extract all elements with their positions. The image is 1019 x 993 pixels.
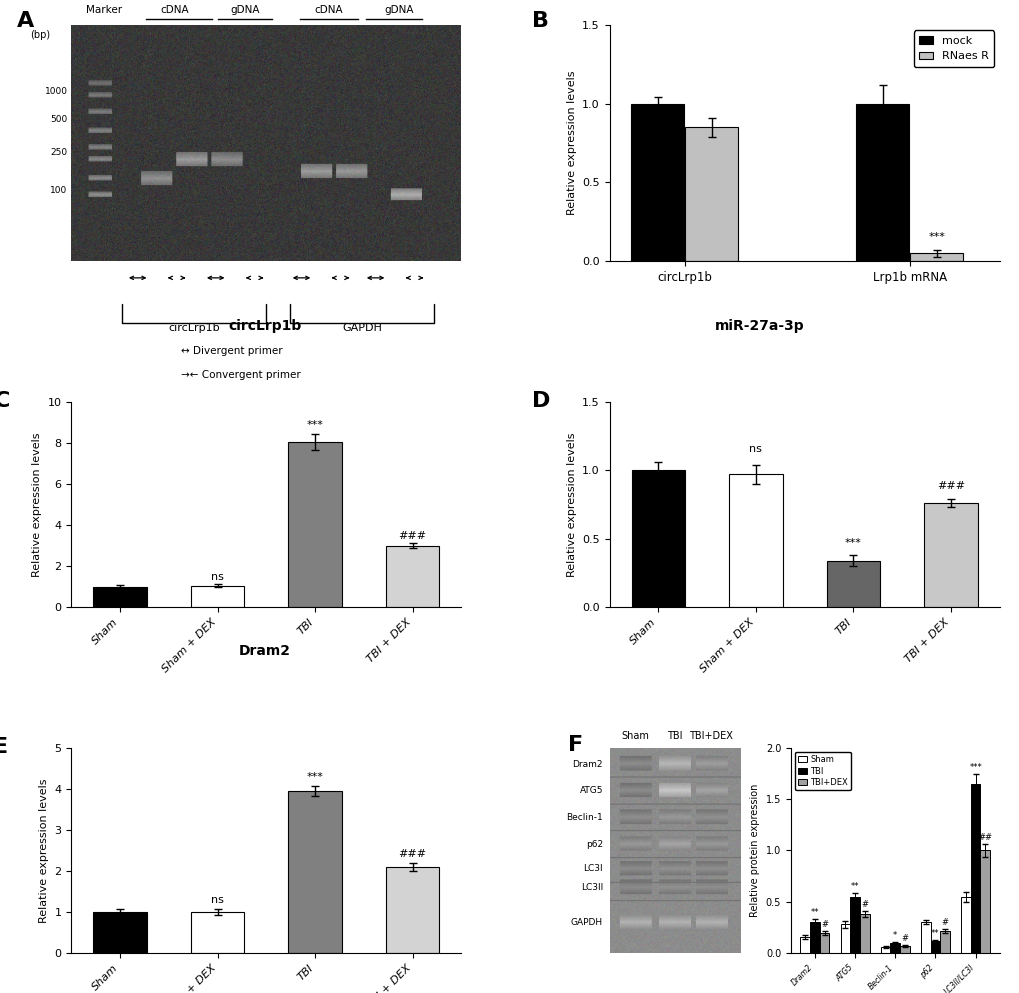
Bar <box>979 850 989 953</box>
Bar <box>191 586 245 608</box>
Text: →← Convergent primer: →← Convergent primer <box>180 370 300 380</box>
Text: 250: 250 <box>50 148 67 157</box>
Bar <box>800 936 809 953</box>
Text: gDNA: gDNA <box>230 5 260 15</box>
Text: #: # <box>901 934 908 943</box>
Text: LC3II: LC3II <box>580 883 602 892</box>
Bar <box>631 471 685 608</box>
Text: #: # <box>941 918 948 926</box>
Y-axis label: Relative expression levels: Relative expression levels <box>567 71 576 215</box>
Text: ***: *** <box>307 772 323 781</box>
Bar <box>960 897 970 953</box>
Text: circLrp1b: circLrp1b <box>228 319 302 333</box>
Text: 100: 100 <box>50 186 67 195</box>
Bar <box>729 475 782 608</box>
Bar <box>825 561 879 608</box>
Legend: Sham, TBI, TBI+DEX: Sham, TBI, TBI+DEX <box>794 752 850 790</box>
Bar <box>191 913 245 953</box>
Y-axis label: Relative protein expression: Relative protein expression <box>750 783 759 918</box>
Text: miR-27a-3p: miR-27a-3p <box>714 319 804 333</box>
Bar <box>94 587 147 608</box>
Text: TBI: TBI <box>666 732 682 742</box>
Text: cDNA: cDNA <box>314 5 342 15</box>
Bar <box>923 503 976 608</box>
Bar <box>288 442 341 608</box>
Text: ##: ## <box>977 833 991 842</box>
Text: *: * <box>893 930 897 940</box>
Bar <box>385 867 439 953</box>
Text: ###: ### <box>398 849 426 859</box>
Text: (bp): (bp) <box>31 30 50 40</box>
Bar <box>859 915 868 953</box>
Y-axis label: Relative expression levels: Relative expression levels <box>32 432 42 577</box>
Text: Dram2: Dram2 <box>572 760 602 769</box>
Bar <box>840 924 850 953</box>
Text: ***: *** <box>927 232 945 242</box>
Bar <box>631 103 683 261</box>
Bar <box>910 253 962 261</box>
Bar <box>385 545 439 608</box>
Bar <box>856 103 908 261</box>
Text: ATG5: ATG5 <box>579 786 602 795</box>
Text: #: # <box>860 900 867 909</box>
Text: A: A <box>16 11 34 31</box>
Text: GAPDH: GAPDH <box>571 918 602 926</box>
Text: gDNA: gDNA <box>384 5 414 15</box>
Text: Marker: Marker <box>87 5 122 15</box>
Text: LC3I: LC3I <box>583 865 602 874</box>
Text: #: # <box>820 920 827 928</box>
Text: F: F <box>568 735 583 756</box>
Bar <box>809 922 819 953</box>
Text: GAPDH: GAPDH <box>341 323 381 333</box>
Text: Dram2: Dram2 <box>239 644 290 658</box>
Text: ns: ns <box>749 444 761 454</box>
Text: ###: ### <box>398 531 426 541</box>
Text: ns: ns <box>211 572 224 582</box>
Bar <box>929 941 940 953</box>
Text: ***: *** <box>307 420 323 430</box>
Text: 500: 500 <box>50 115 67 124</box>
Text: ↔ Divergent primer: ↔ Divergent primer <box>180 347 282 356</box>
Text: ***: *** <box>844 538 861 548</box>
Bar <box>850 897 859 953</box>
Y-axis label: Relative expression levels: Relative expression levels <box>567 432 576 577</box>
Bar <box>920 922 929 953</box>
Text: circLrp1b: circLrp1b <box>168 323 220 333</box>
Text: p62: p62 <box>585 840 602 849</box>
Bar <box>819 932 828 953</box>
Text: E: E <box>0 738 8 758</box>
Bar <box>940 930 949 953</box>
Text: **: ** <box>930 928 938 937</box>
Text: ###: ### <box>935 481 964 491</box>
Bar <box>288 790 341 953</box>
Text: C: C <box>0 391 10 411</box>
Bar <box>94 913 147 953</box>
Bar <box>880 947 890 953</box>
Text: ***: *** <box>968 764 981 773</box>
Text: ns: ns <box>211 895 224 905</box>
Bar <box>890 943 899 953</box>
Bar <box>970 783 979 953</box>
Text: TBI+DEX: TBI+DEX <box>689 732 733 742</box>
Text: Sham: Sham <box>622 732 649 742</box>
Bar <box>899 946 909 953</box>
Legend: mock, RNaes R: mock, RNaes R <box>913 31 994 68</box>
Text: B: B <box>531 11 548 31</box>
Text: D: D <box>531 391 549 411</box>
Y-axis label: Relative expression levels: Relative expression levels <box>39 779 49 922</box>
Text: **: ** <box>850 882 858 891</box>
Bar <box>685 127 737 261</box>
Text: Beclin-1: Beclin-1 <box>566 813 602 822</box>
Text: cDNA: cDNA <box>160 5 189 15</box>
Text: **: ** <box>810 909 818 918</box>
Text: 1000: 1000 <box>45 86 67 95</box>
